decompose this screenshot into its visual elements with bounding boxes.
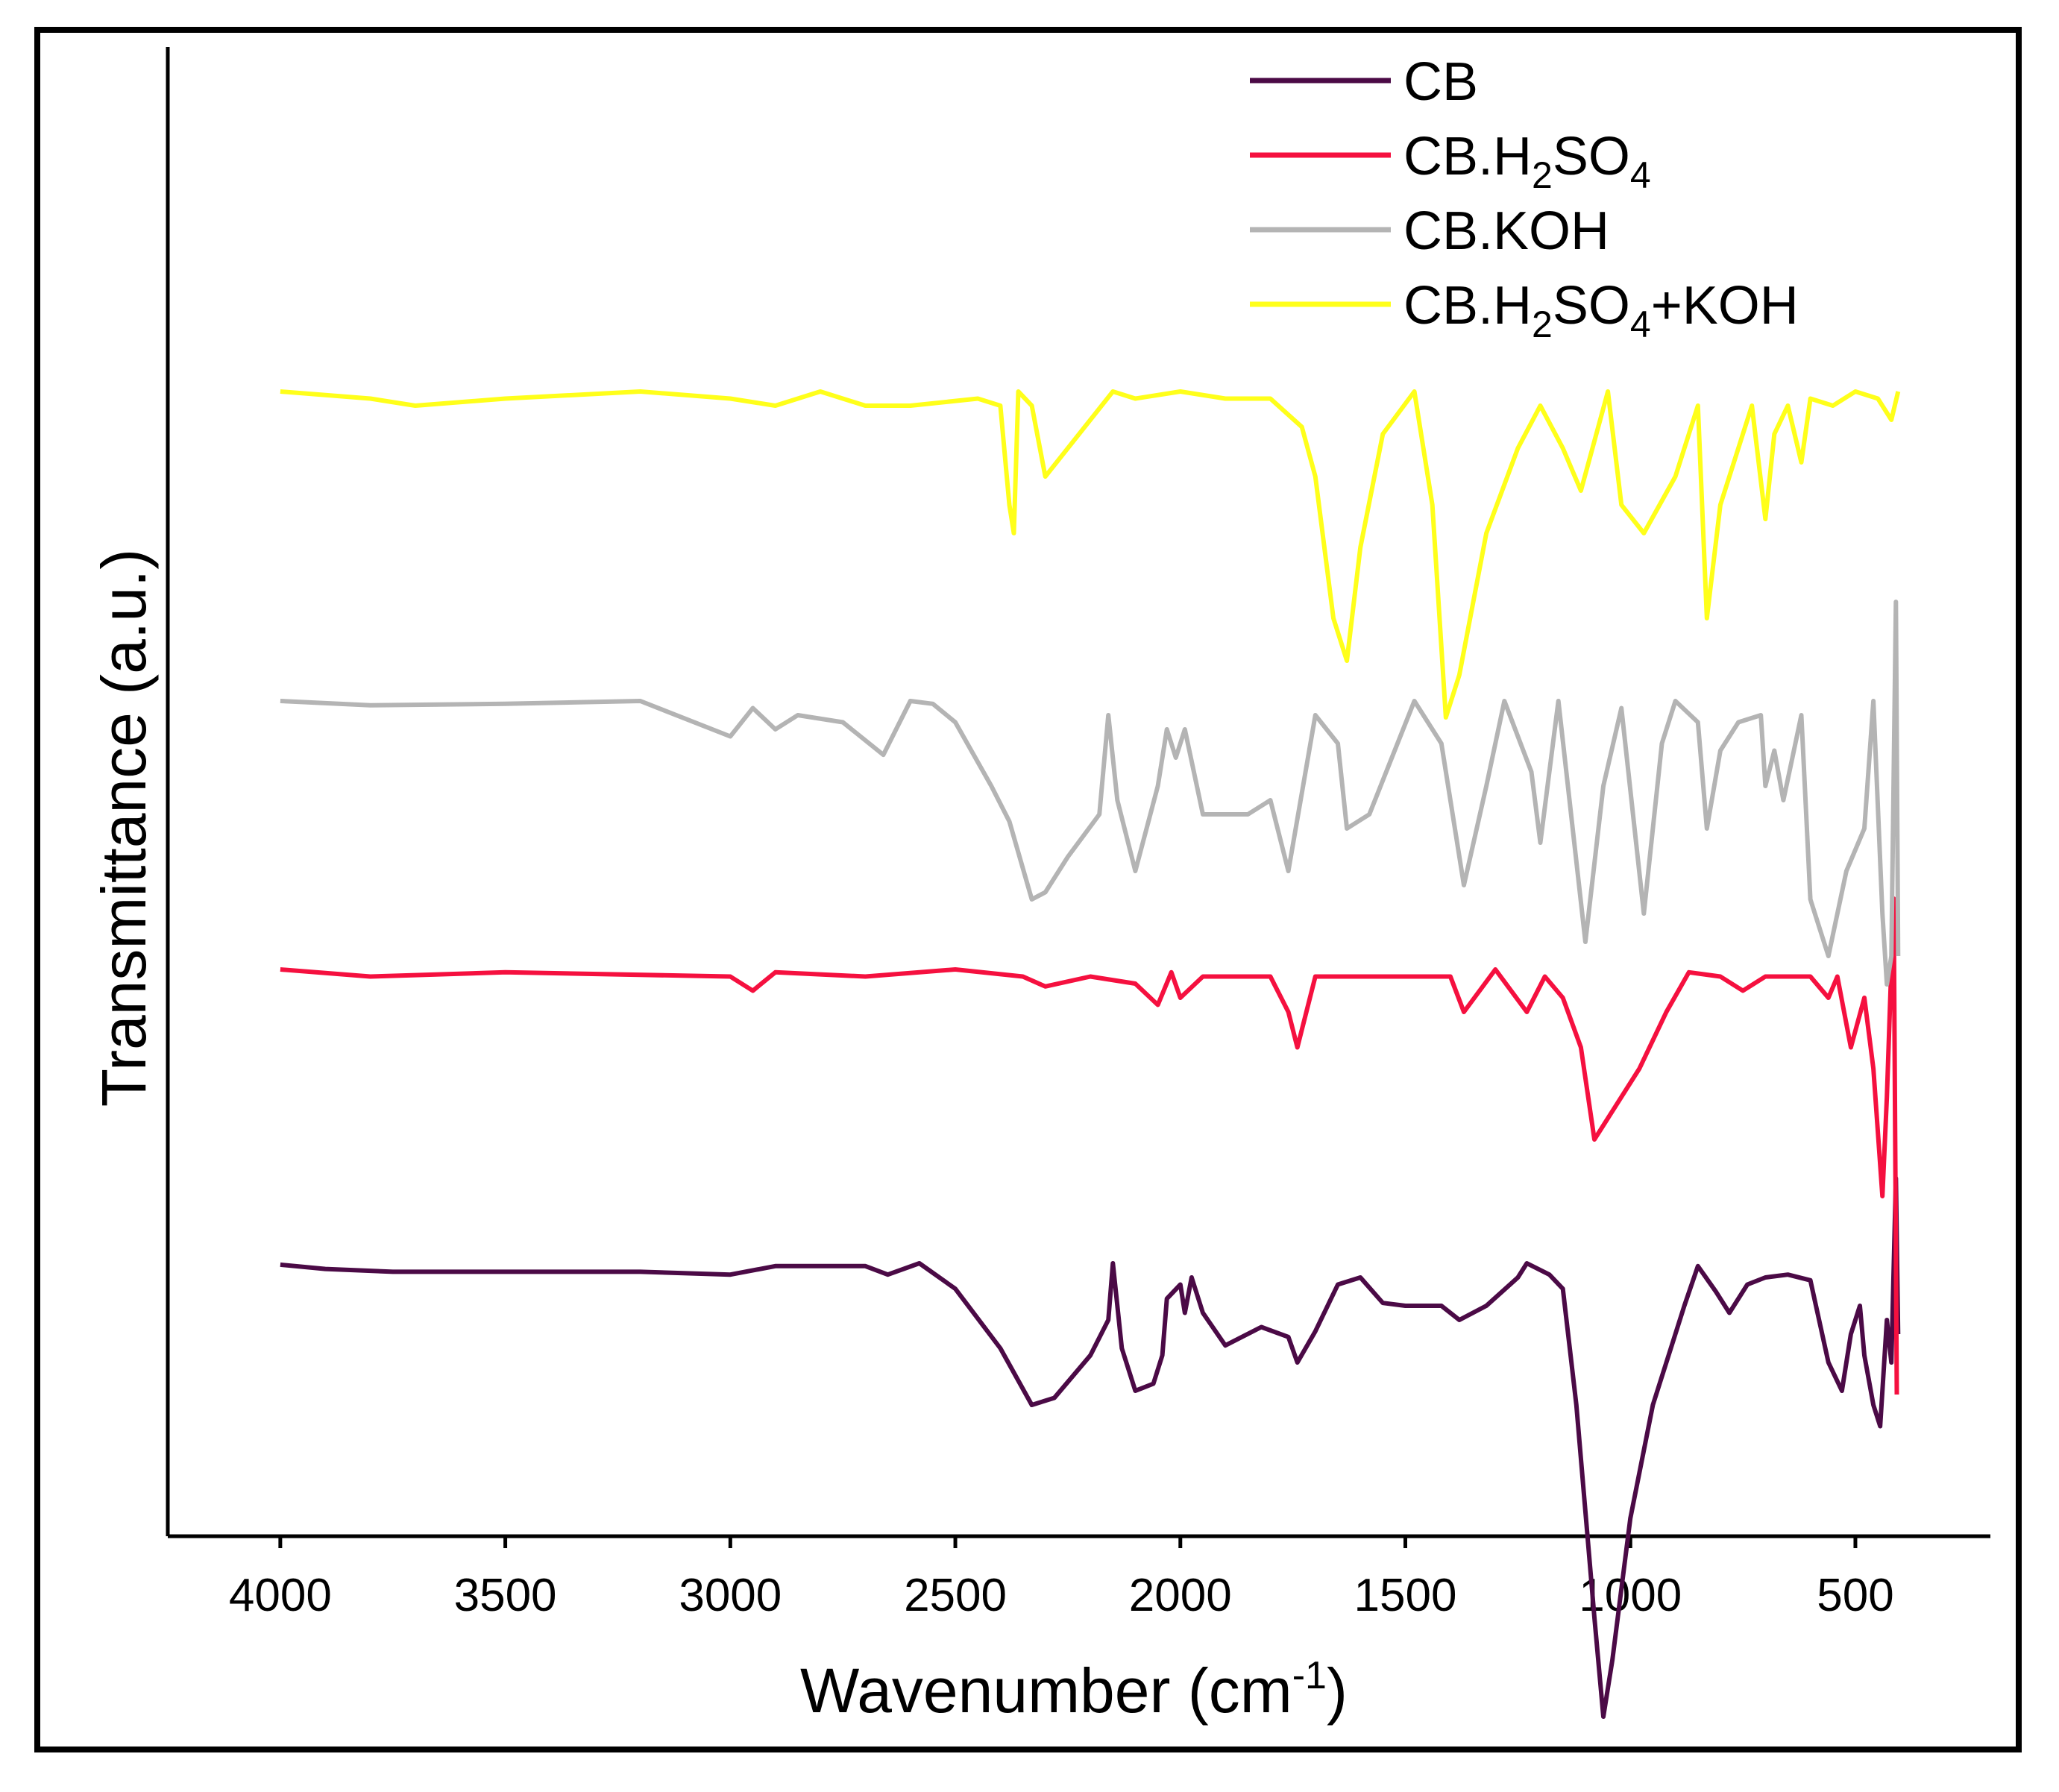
series-line-cb-h2so4-koh [280,389,1901,720]
x-axis-title: Wavenumber (cm-1) [800,1654,1348,1726]
series-line-cb-h2so4 [280,896,1899,1395]
x-axis-title-main: Wavenumber (cm [800,1656,1292,1726]
x-axis-title-sup: -1 [1292,1654,1327,1697]
x-tick-label: 2000 [1129,1570,1232,1621]
legend-item-cb-h2so4-koh: CB.H2SO4+KOH [1250,276,1799,345]
legend-label-cb: CB [1403,52,1478,112]
series-line-cb [280,1176,1901,1719]
x-axis-title-close: ) [1327,1656,1348,1726]
legend-label-cb-h2so4: CB.H2SO4 [1403,127,1651,196]
x-ticks: 4000 3500 3000 2500 2000 1500 1000 500 [229,1536,1894,1621]
legend-item-cb: CB [1250,52,1478,112]
y-axis-title: Transmittance (a.u.) [89,549,159,1107]
x-tick-label: 2500 [904,1570,1007,1621]
x-tick-label: 500 [1817,1570,1893,1621]
legend: CB CB.H2SO4 CB.KOH CB.H2SO4+KOH [1250,52,1799,345]
axes: 4000 3500 3000 2500 2000 1500 1000 500 [166,47,1990,1621]
legend-item-cb-koh: CB.KOH [1250,201,1609,261]
series-line-cb-koh [280,600,1901,987]
x-tick-label: 4000 [229,1570,332,1621]
legend-label-cb-koh: CB.KOH [1403,201,1609,261]
x-tick-label: 1500 [1354,1570,1457,1621]
x-tick-label: 3500 [454,1570,557,1621]
legend-item-cb-h2so4: CB.H2SO4 [1250,127,1651,196]
series-layer [280,389,1901,1719]
legend-label-cb-h2so4-koh: CB.H2SO4+KOH [1403,276,1799,345]
x-tick-label: 3000 [679,1570,782,1621]
